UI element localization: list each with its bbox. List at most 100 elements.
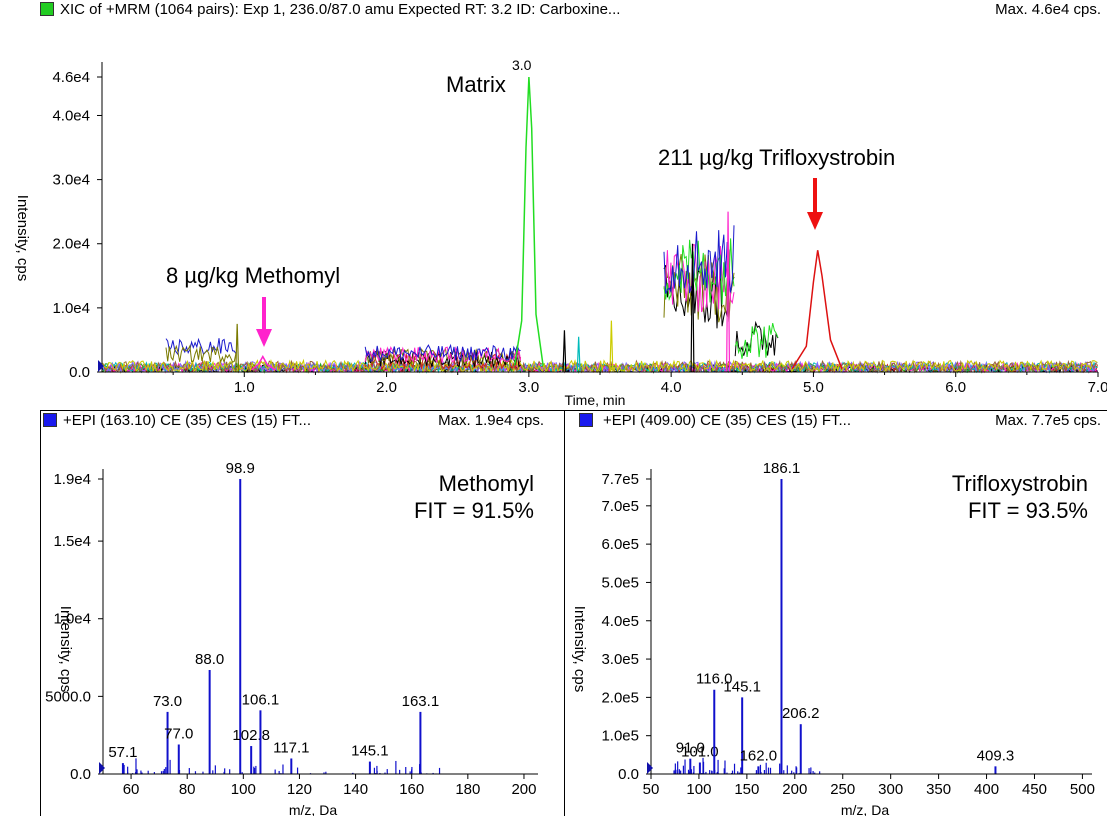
xic-panel: XIC of +MRM (1064 pairs): Exp 1, 236.0/8…: [0, 0, 1107, 410]
spec1-y-tick-label: 0.0: [70, 766, 91, 783]
spec2-x-tick-label: 250: [830, 781, 855, 798]
spec2-x-tick-label: 450: [1022, 781, 1047, 798]
spec1-marker: [99, 762, 105, 774]
spec2-peak-label: 101.0: [681, 744, 719, 761]
spec1-x-tick-label: 160: [399, 781, 424, 798]
spec1-y-tick-label: 1.0e4: [53, 611, 91, 628]
xic-baseline-trace: [364, 343, 521, 363]
xic-y-tick-label: 0.0: [69, 364, 90, 381]
spec2-peak-label: 409.3: [977, 747, 1015, 764]
spec2-y-tick-label: 0.0: [618, 766, 639, 783]
xic-baseline-trace: [364, 351, 522, 370]
spec2-x-tick-label: 200: [782, 781, 807, 798]
xic-spike: [690, 243, 695, 373]
spec1-peak-label: 106.1: [242, 691, 280, 708]
xic-baseline-trace: [663, 225, 735, 294]
spec2-chart[interactable]: 91.0101.0116.0145.1162.0186.1206.2409.3 …: [565, 411, 1107, 816]
spec2-xlabel: m/z, Da: [841, 802, 889, 816]
spec2-peak-label: 116.0: [696, 671, 732, 688]
xic-baseline-trace: [165, 344, 237, 364]
xic-y-tick-label: 2.0e4: [52, 236, 90, 253]
spec2-x-tick-label: 500: [1070, 781, 1095, 798]
spec2-peak-label: 162.0: [740, 747, 778, 764]
spec2-x-tick-label: 400: [974, 781, 999, 798]
xic-series-line-1: [791, 250, 843, 370]
spec1-peak-label: 163.1: [402, 693, 440, 710]
spec2-x-tick-label: 100: [686, 781, 711, 798]
spec1-y-tick-label: 1.9e4: [53, 471, 91, 488]
matrix-peak-label: 3.0: [512, 57, 532, 73]
spec2-max: Max. 7.7e5 cps.: [995, 412, 1101, 429]
spec2-x-tick-label: 300: [878, 781, 903, 798]
spec1-x-tick-label: 120: [287, 781, 312, 798]
xic-series-line-2: [250, 355, 277, 371]
spec1-peak-label: 117.1: [273, 739, 309, 756]
xic-baseline-trace: [734, 320, 779, 357]
spec1-compound: Methomyl: [439, 471, 534, 496]
xic-spike: [609, 320, 614, 373]
spec1-fit: FIT = 91.5%: [414, 498, 534, 523]
spec2-y-tick-label: 3.0e5: [601, 651, 639, 668]
xic-baseline-trace: [663, 264, 735, 329]
spec1-chart[interactable]: 57.1 73.0 77.0 88.0 98.9 102.8 106.1 117.1 145.1…: [41, 411, 564, 816]
spec2-color-square[interactable]: [579, 413, 593, 427]
xic-y-tick-label: 4.6e4: [52, 69, 90, 86]
xic-baseline-trace: [165, 337, 237, 356]
xic-y-tick-label: 4.0e4: [52, 107, 90, 124]
spec1-x-tick-label: 200: [511, 781, 536, 798]
xic-ylabel: Intensity, cps: [14, 195, 31, 281]
xic-x-tick-label: 5.0: [803, 379, 824, 396]
spec1-x-tick-label: 100: [231, 781, 256, 798]
methomyl-annotation: 8 µg/kg Methomyl: [166, 263, 340, 288]
spec2-peak-label: 186.1: [763, 460, 801, 477]
spectrum-methomyl-panel: +EPI (163.10) CE (35) CES (15) FT... Max…: [41, 411, 564, 816]
spec1-peak-label: 102.8: [232, 727, 270, 744]
xic-spike: [235, 323, 240, 373]
spec1-peak-label: 57.1: [108, 744, 137, 761]
xic-y-tick-label: 1.0e4: [52, 300, 90, 317]
spec2-y-tick-label: 7.7e5: [601, 471, 639, 488]
methomyl-arrow: [256, 297, 272, 347]
xic-baseline-trace: [101, 358, 1098, 374]
spec2-x-tick-label: 50: [643, 781, 660, 798]
xic-chart[interactable]: 1.0 2.0 3.0 4.0 5.0 6.0 7.0 0.0 1.0e4 2.0e4 3.0e4 4…: [0, 0, 1107, 410]
panel-divider-horizontal: [40, 410, 1107, 411]
xic-x-tick-label: 6.0: [945, 379, 966, 396]
xic-x-tick-label: 1.0: [234, 379, 255, 396]
xic-max: Max. 4.6e4 cps.: [995, 1, 1101, 18]
spec1-max: Max. 1.9e4 cps.: [438, 412, 544, 429]
spec1-peak-label: 145.1: [351, 743, 389, 760]
spec2-fit: FIT = 93.5%: [968, 498, 1088, 523]
spec1-y-tick-label: 5000.0: [45, 688, 91, 705]
spec1-ylabel: Intensity, cps: [57, 606, 74, 692]
xic-y-tick-label: 3.0e4: [52, 172, 90, 189]
xic-spike: [576, 336, 581, 373]
xic-baseline-trace: [734, 322, 779, 359]
xic-baseline-trace: [364, 346, 522, 364]
spec1-color-square[interactable]: [43, 413, 57, 427]
xic-x-tick-label: 2.0: [376, 379, 397, 396]
spec1-xlabel: m/z, Da: [289, 802, 337, 816]
spec2-y-tick-label: 6.0e5: [601, 536, 639, 553]
spec1-y-tick-label: 1.5e4: [53, 533, 91, 550]
xic-color-square[interactable]: [40, 2, 54, 16]
xic-header: XIC of +MRM (1064 pairs): Exp 1, 236.0/8…: [60, 1, 621, 18]
xic-xlabel: Time, min: [565, 392, 626, 408]
spec1-peak-label: 77.0: [164, 726, 193, 743]
xic-x-tick-label: 7.0: [1088, 379, 1107, 396]
spec2-y-tick-label: 2.0e5: [601, 689, 639, 706]
spec2-y-tick-label: 7.0e5: [601, 498, 639, 515]
spec2-compound: Trifloxystrobin: [952, 471, 1088, 496]
spec1-x-tick-label: 80: [179, 781, 196, 798]
spec1-x-tick-label: 140: [343, 781, 368, 798]
panel-divider-vertical: [564, 411, 565, 816]
spec2-y-tick-label: 5.0e5: [601, 574, 639, 591]
spec2-x-tick-label: 350: [926, 781, 951, 798]
spec2-peak-label: 206.2: [782, 705, 820, 722]
xic-spike: [726, 211, 731, 373]
xic-series-line-0: [513, 76, 544, 366]
spec2-marker: [647, 762, 653, 774]
spec2-peak-label: 91.0: [676, 740, 705, 757]
spec1-peak-label: 88.0: [195, 651, 224, 668]
spec1-peak-label: 98.9: [226, 460, 255, 477]
